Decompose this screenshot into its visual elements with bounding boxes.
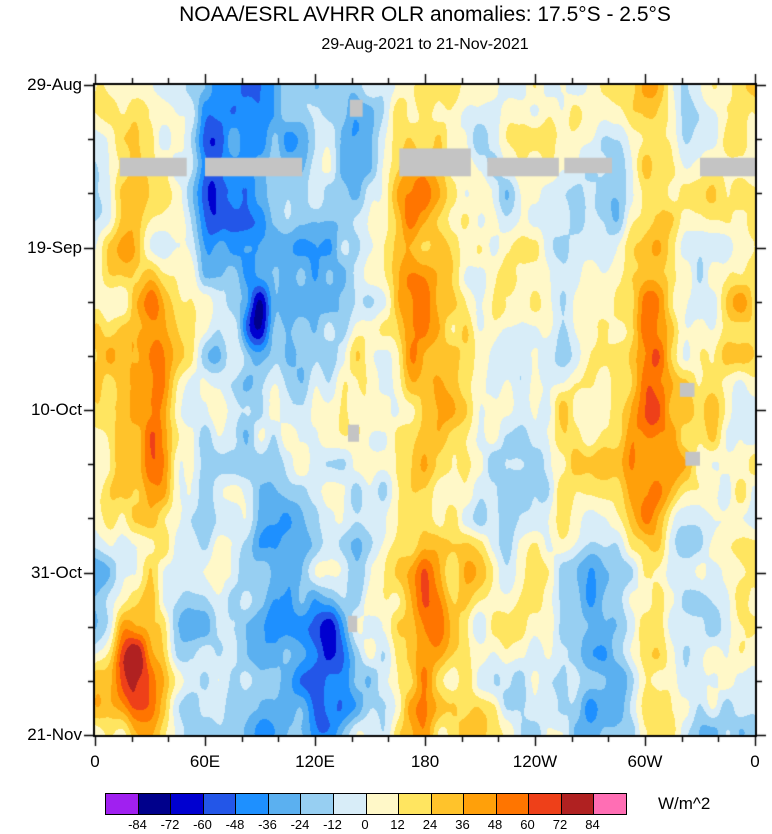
colorbar-cell (268, 794, 302, 814)
y-tick-label: 19-Sep (27, 237, 82, 257)
x-tick-label: 120E (295, 752, 335, 771)
y-tick-label: 29-Aug (27, 75, 82, 94)
x-tick-label: 0 (90, 752, 100, 771)
colorbar-tick-label: -12 (323, 817, 342, 832)
colorbar-tick-label: -24 (290, 817, 310, 832)
colorbar-units-label: W/m^2 (658, 794, 711, 813)
colorbar-cell (171, 794, 204, 814)
x-tick-label: 120W (512, 752, 558, 771)
colorbar-tick-label: 84 (585, 817, 600, 832)
colorbar-cell (333, 794, 367, 814)
colorbar-cell (399, 794, 432, 814)
y-tick-label: 21-Nov (27, 725, 82, 744)
colorbar-tick-label: 0 (361, 817, 369, 832)
colorbar-tick-label: -72 (160, 817, 180, 832)
colorbar-cell (301, 794, 334, 814)
x-tick-label: 60E (189, 752, 221, 771)
colorbar-tick-label: 72 (552, 817, 568, 832)
colorbar-tick-label: -48 (225, 817, 245, 832)
colorbar-cell (203, 794, 237, 814)
colorbar-cell (464, 794, 497, 814)
colorbar-tick-label: 48 (487, 817, 503, 832)
y-tick-label: 31-Oct (30, 562, 82, 582)
colorbar-tick-label: -36 (258, 817, 277, 832)
colorbar-tick-label: 60 (520, 817, 535, 832)
colorbar-cell (138, 794, 172, 814)
colorbar-cell (431, 794, 465, 814)
colorbar-tick-label: 12 (390, 817, 405, 832)
colorbar-cell (236, 794, 269, 814)
x-tick-label: 0 (750, 752, 760, 771)
colorbar-tick-label: 24 (422, 817, 438, 832)
colorbar-tick-label: 36 (455, 817, 470, 832)
colorbar-cell (496, 794, 530, 814)
colorbar-cell (561, 794, 595, 814)
colorbar-tick-label: -84 (128, 817, 147, 832)
x-tick-label: 180 (410, 752, 440, 771)
colorbar (105, 793, 627, 815)
colorbar-cell (366, 794, 400, 814)
x-tick-label: 60W (627, 752, 663, 771)
colorbar-cell (529, 794, 562, 814)
colorbar-cell (594, 794, 626, 814)
colorbar-tick-label: -60 (193, 817, 212, 832)
y-tick-label: 10-Oct (30, 400, 82, 419)
colorbar-cell (106, 794, 139, 814)
